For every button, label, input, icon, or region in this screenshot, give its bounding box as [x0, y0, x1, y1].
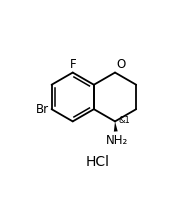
Text: HCl: HCl — [86, 155, 110, 169]
Polygon shape — [114, 121, 118, 132]
Text: &1: &1 — [119, 116, 130, 125]
Text: NH₂: NH₂ — [105, 134, 128, 147]
Text: Br: Br — [36, 103, 49, 116]
Text: F: F — [69, 58, 76, 71]
Text: O: O — [116, 58, 125, 71]
